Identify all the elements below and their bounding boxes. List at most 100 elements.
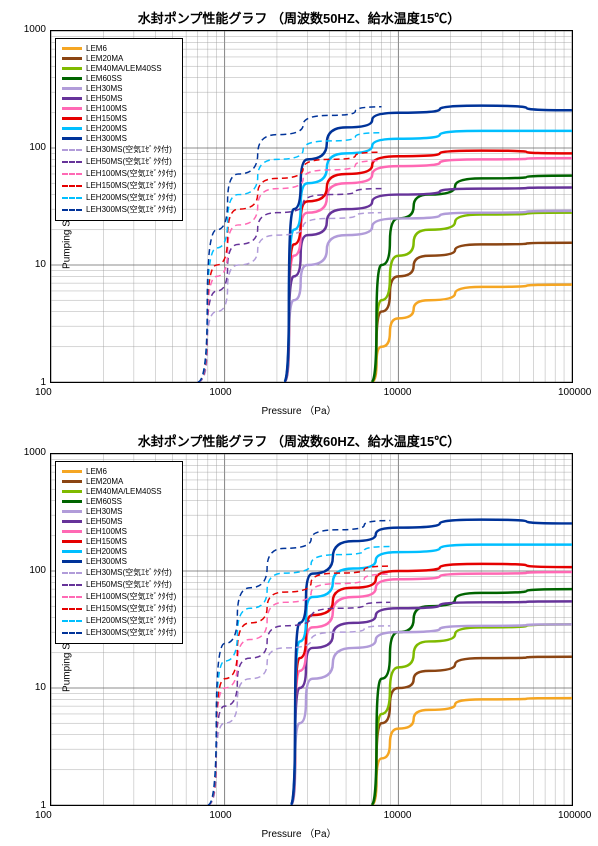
legend-label: LEH100MS (86, 104, 127, 113)
legend-item: LEM20MA (62, 477, 176, 486)
series-line (291, 545, 572, 805)
series-line (291, 624, 572, 805)
series-line (371, 624, 572, 805)
legend-item: LEH150MS(空気ｴｾﾞｸﾀ付) (62, 603, 176, 614)
legend-swatch (62, 572, 82, 574)
legend: LEM6LEM20MALEM40MA/LEM40SSLEM60SSLEH30MS… (55, 461, 183, 644)
legend-swatch (62, 77, 82, 80)
series-line (371, 657, 572, 805)
legend-swatch (62, 57, 82, 60)
legend-label: LEM60SS (86, 497, 122, 506)
legend-item: LEM40MA/LEM40SS (62, 64, 176, 73)
legend-label: LEH100MS (86, 527, 127, 536)
legend-swatch (62, 500, 82, 503)
legend-item: LEH300MS (62, 557, 176, 566)
y-tick-label: 10 (35, 682, 46, 693)
chart-1: 水封ポンプ性能グラフ （周波数60HZ、給水温度15℃）Pumping Spee… (0, 423, 598, 846)
legend-swatch (62, 470, 82, 473)
legend-label: LEH100MS(空気ｴｾﾞｸﾀ付) (86, 168, 176, 179)
series-line (284, 151, 572, 382)
legend-item: LEH30MS (62, 507, 176, 516)
legend-label: LEH150MS (86, 537, 127, 546)
legend-label: LEH50MS(空気ｴｾﾞｸﾀ付) (86, 156, 172, 167)
series-line (208, 546, 391, 805)
chart-title: 水封ポンプ性能グラフ （周波数50HZ、給水温度15℃） (0, 0, 598, 31)
x-tick-label: 100 (35, 810, 52, 821)
legend-swatch (62, 197, 82, 199)
legend-label: LEM20MA (86, 477, 123, 486)
legend-label: LEH30MS(空気ｴｾﾞｸﾀ付) (86, 567, 172, 578)
legend-swatch (62, 540, 82, 543)
legend-label: LEM20MA (86, 54, 123, 63)
x-axis-label: Pressure （Pa） (261, 402, 336, 417)
y-tick-label: 1 (40, 377, 46, 388)
legend-item: LEH50MS(空気ｴｾﾞｸﾀ付) (62, 156, 176, 167)
y-tick-label: 10 (35, 259, 46, 270)
legend-item: LEH30MS(空気ｴｾﾞｸﾀ付) (62, 567, 176, 578)
legend-swatch (62, 47, 82, 50)
legend-label: LEH100MS(空気ｴｾﾞｸﾀ付) (86, 591, 176, 602)
legend-label: LEM40MA/LEM40SS (86, 487, 162, 496)
legend-item: LEH30MS (62, 84, 176, 93)
legend-label: LEH30MS (86, 507, 122, 516)
legend-item: LEM60SS (62, 74, 176, 83)
x-axis-label: Pressure （Pa） (261, 825, 336, 840)
legend-item: LEH200MS(空気ｴｾﾞｸﾀ付) (62, 615, 176, 626)
legend-label: LEH30MS(空気ｴｾﾞｸﾀ付) (86, 144, 172, 155)
legend-swatch (62, 149, 82, 151)
legend-swatch (62, 127, 82, 130)
x-tick-label: 100 (35, 387, 52, 398)
legend-swatch (62, 520, 82, 523)
series-line (371, 243, 572, 382)
series-line (371, 176, 572, 382)
legend-swatch (62, 117, 82, 120)
y-tick-label: 100 (29, 142, 46, 153)
legend-item: LEH300MS(空気ｴｾﾞｸﾀ付) (62, 204, 176, 215)
chart-title: 水封ポンプ性能グラフ （周波数60HZ、給水温度15℃） (0, 423, 598, 454)
legend-swatch (62, 209, 82, 211)
series-line (291, 564, 572, 805)
legend-item: LEM20MA (62, 54, 176, 63)
legend-swatch (62, 584, 82, 586)
chart-0: 水封ポンプ性能グラフ （周波数50HZ、給水温度15℃）Pumping Spee… (0, 0, 598, 423)
legend-item: LEH200MS (62, 547, 176, 556)
legend-label: LEH300MS(空気ｴｾﾞｸﾀ付) (86, 627, 176, 638)
legend-item: LEH100MS(空気ｴｾﾞｸﾀ付) (62, 168, 176, 179)
legend: LEM6LEM20MALEM40MA/LEM40SSLEM60SSLEH30MS… (55, 38, 183, 221)
legend-label: LEM6 (86, 467, 107, 476)
legend-label: LEH30MS (86, 84, 122, 93)
legend-swatch (62, 608, 82, 610)
legend-item: LEH150MS (62, 114, 176, 123)
legend-swatch (62, 632, 82, 634)
legend-label: LEH200MS(空気ｴｾﾞｸﾀ付) (86, 615, 176, 626)
legend-label: LEH300MS (86, 134, 127, 143)
legend-swatch (62, 137, 82, 140)
legend-label: LEH300MS(空気ｴｾﾞｸﾀ付) (86, 204, 176, 215)
series-line (208, 521, 391, 805)
y-tick-label: 1000 (24, 24, 46, 35)
legend-item: LEH300MS (62, 134, 176, 143)
legend-item: LEH100MS (62, 104, 176, 113)
legend-swatch (62, 550, 82, 553)
legend-swatch (62, 161, 82, 163)
legend-label: LEM40MA/LEM40SS (86, 64, 162, 73)
legend-item: LEM60SS (62, 497, 176, 506)
legend-swatch (62, 185, 82, 187)
legend-swatch (62, 490, 82, 493)
legend-swatch (62, 97, 82, 100)
legend-swatch (62, 107, 82, 110)
x-tick-label: 1000 (209, 387, 231, 398)
legend-label: LEH300MS (86, 557, 127, 566)
x-tick-label: 10000 (384, 810, 412, 821)
legend-item: LEH50MS (62, 94, 176, 103)
legend-swatch (62, 67, 82, 70)
legend-item: LEH150MS (62, 537, 176, 546)
legend-swatch (62, 530, 82, 533)
y-tick-label: 1000 (24, 447, 46, 458)
legend-item: LEH200MS(空気ｴｾﾞｸﾀ付) (62, 192, 176, 203)
legend-item: LEH100MS (62, 527, 176, 536)
legend-item: LEM40MA/LEM40SS (62, 487, 176, 496)
legend-swatch (62, 87, 82, 90)
x-tick-label: 100000 (558, 810, 591, 821)
legend-item: LEM6 (62, 44, 176, 53)
